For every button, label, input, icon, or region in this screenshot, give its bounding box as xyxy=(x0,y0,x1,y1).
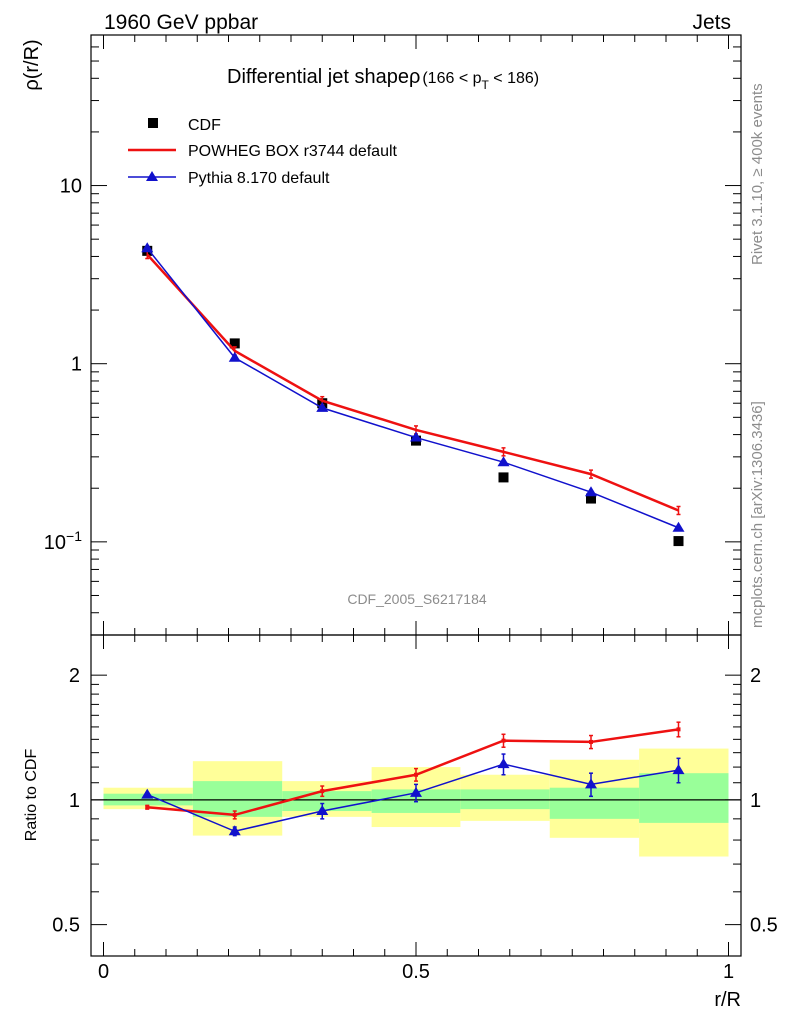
ratio-powheg-point xyxy=(232,812,237,817)
header-process-label: Jets xyxy=(692,11,731,34)
ratio-y-tick-label-right: 0.5 xyxy=(750,915,778,937)
cdf-data-point xyxy=(498,472,509,483)
ratio-pythia-point xyxy=(141,788,154,799)
rivet-version-label: Rivet 3.1.10, ≥ 400k events xyxy=(749,83,766,265)
main-axis-ticks xyxy=(91,34,741,636)
ratio-y-tick-label-right: 1 xyxy=(750,790,761,812)
pythia-data-point xyxy=(410,431,422,442)
ratio-pythia-point xyxy=(316,805,329,816)
legend: CDF POWHEG BOX r3744 default Pythia 8.17… xyxy=(128,117,398,187)
ratio-uncertainty-bands xyxy=(103,748,729,857)
ratio-y-tick-label-right: 2 xyxy=(750,665,761,687)
ratio-series-group xyxy=(141,721,685,837)
cdf-data-point xyxy=(229,338,240,349)
band-inner-green xyxy=(460,789,550,810)
ratio-axis-ticks xyxy=(91,635,741,956)
pythia-data-point xyxy=(497,456,510,467)
pythia-data-point xyxy=(228,351,241,362)
ratio-pythia-point xyxy=(410,786,422,797)
pythia-data-point xyxy=(672,521,685,532)
ratio-powheg-point xyxy=(501,738,506,743)
main-y-tick-label: 10 xyxy=(60,176,82,198)
main-y-axis-label: ρ(r/R) xyxy=(21,39,43,90)
pythia-line xyxy=(146,247,679,529)
x-axis-label: r/R xyxy=(714,989,741,1011)
legend-pythia-label: Pythia 8.170 default xyxy=(188,170,330,187)
ratio-powheg-point xyxy=(414,772,418,777)
band-inner-green xyxy=(282,791,372,812)
ratio-powheg-point xyxy=(676,727,681,732)
ratio-y-axis-label: Ratio to CDF xyxy=(23,749,40,842)
ratio-y-tick-label-left: 0.5 xyxy=(52,915,80,937)
pythia-data-point xyxy=(141,242,154,253)
legend-cdf-marker xyxy=(148,118,158,128)
ratio-panel: 0.5 0.5 1 1 2 2 0 0.5 1 Ratio to CDF r/R xyxy=(23,634,778,1011)
legend-powheg-label: POWHEG BOX r3744 default xyxy=(188,143,398,160)
header-energy-label: 1960 GeV ppbar xyxy=(104,11,258,34)
x-tick-label: 0 xyxy=(98,961,109,983)
x-tick-label: 0.5 xyxy=(402,961,430,983)
main-y-tick-label: 1 xyxy=(71,354,82,376)
source-label: mcplots.cern.ch [arXiv:1306.3436] xyxy=(749,401,766,628)
band-inner-green xyxy=(192,781,283,817)
ratio-y-tick-label-left: 1 xyxy=(69,790,80,812)
main-panel: 10−1 1 10 ρ(r/R) Differential jet shapeρ (1… xyxy=(21,34,742,636)
cdf-data-point xyxy=(586,493,596,504)
ratio-tick-labels: 0.5 0.5 1 1 2 2 0 0.5 1 xyxy=(52,665,778,983)
legend-cdf-label: CDF xyxy=(188,117,221,134)
pythia-data-point xyxy=(585,486,597,497)
band-inner-green xyxy=(639,773,729,823)
x-tick-label: 1 xyxy=(723,961,734,983)
main-series-group xyxy=(141,242,685,547)
ratio-pythia-point xyxy=(585,778,597,789)
main-y-tick-label: 10−1 xyxy=(44,528,82,554)
cdf-data-point xyxy=(673,536,684,547)
ratio-powheg-point xyxy=(145,805,150,810)
analysis-id-label: CDF_2005_S6217184 xyxy=(347,591,487,607)
pythia-data-point xyxy=(316,401,329,412)
band-inner-green xyxy=(549,787,640,819)
ratio-y-tick-label-left: 2 xyxy=(69,665,80,687)
ratio-pythia-point xyxy=(672,764,685,775)
ratio-powheg-point xyxy=(320,789,325,794)
chart-title: Differential jet shapeρ (166 < pT < 186) xyxy=(227,66,539,92)
main-y-tick-labels: 10−1 1 10 xyxy=(44,176,82,554)
ratio-pythia-point xyxy=(228,825,241,836)
ratio-powheg-point xyxy=(589,739,593,744)
legend-pythia-marker xyxy=(146,171,158,181)
ratio-pythia-point xyxy=(497,758,510,769)
powheg-line xyxy=(146,253,679,512)
